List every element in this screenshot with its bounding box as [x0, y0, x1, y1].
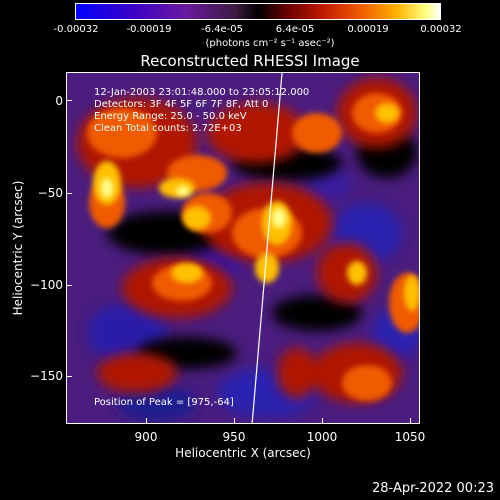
footer-timestamp: 28-Apr-2022 00:23: [372, 481, 494, 496]
image-map: [67, 73, 419, 423]
info-energy: Energy Range: 25.0 - 50.0 keV: [94, 111, 247, 122]
ytick-label-3: −150: [30, 369, 63, 383]
colorbar-label-1: -0.00019: [126, 24, 172, 35]
info-clean: Clean Total counts: 2.72E+03: [94, 123, 242, 134]
xtick-mark-2: [322, 418, 323, 424]
ytick-mark-0: [66, 100, 72, 101]
xtick-mark-1: [234, 418, 235, 424]
colorbar-label-5: 0.00032: [420, 24, 462, 35]
rhessi-image: [66, 72, 420, 424]
info-peak-position: Position of Peak = [975,-64]: [94, 397, 234, 408]
colorbar-units: (photons cm⁻² s⁻¹ asec⁻²): [205, 38, 335, 49]
xtick-mark-3: [410, 418, 411, 424]
ytick-label-2: −100: [30, 278, 63, 292]
ytick-mark-1: [66, 193, 72, 194]
ytick-mark-2: [66, 285, 72, 286]
colorbar-label-3: 6.4e-05: [275, 24, 315, 35]
ytick-label-1: −50: [37, 186, 63, 200]
ytick-label-0: 0: [55, 94, 63, 108]
xtick-mark-0: [146, 418, 147, 424]
colorbar-label-0: -0.00032: [53, 24, 99, 35]
xtick-label-2: 1000: [306, 430, 338, 444]
image-title: Reconstructed RHESSI Image: [140, 52, 360, 70]
colorbar-label-4: 0.00019: [347, 24, 389, 35]
xtick-label-3: 1050: [394, 430, 426, 444]
limb-line: [251, 73, 283, 423]
xtick-label-1: 950: [222, 430, 246, 444]
info-detectors: Detectors: 3F 4F 5F 6F 7F 8F, Att 0: [94, 99, 269, 110]
x-axis-title: Heliocentric X (arcsec): [175, 446, 311, 460]
colorbar-label-2: -6.4e-05: [201, 24, 243, 35]
xtick-label-0: 900: [134, 430, 158, 444]
info-time-range: 12-Jan-2003 23:01:48.000 to 23:05:12.000: [94, 87, 310, 98]
y-axis-title: Heliocentric Y (arcsec): [11, 180, 25, 316]
colorbar: [75, 3, 441, 20]
ytick-mark-3: [66, 376, 72, 377]
